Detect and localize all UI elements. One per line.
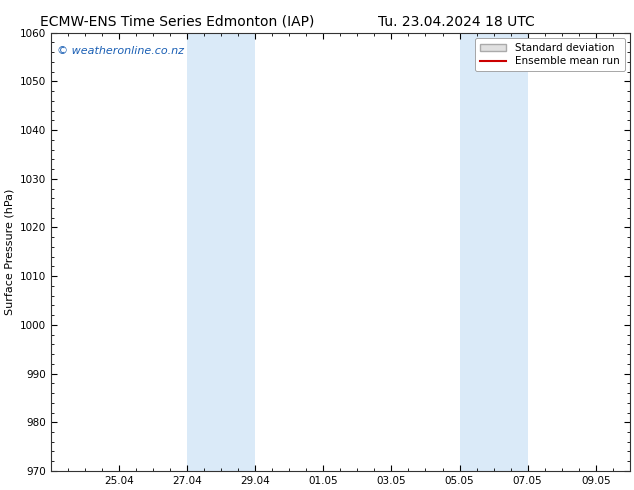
Y-axis label: Surface Pressure (hPa): Surface Pressure (hPa) — [4, 189, 14, 315]
Bar — [460, 33, 527, 471]
Text: ECMW-ENS Time Series Edmonton (IAP): ECMW-ENS Time Series Edmonton (IAP) — [41, 15, 314, 29]
Legend: Standard deviation, Ensemble mean run: Standard deviation, Ensemble mean run — [475, 38, 624, 72]
Text: Tu. 23.04.2024 18 UTC: Tu. 23.04.2024 18 UTC — [378, 15, 535, 29]
Bar — [187, 33, 256, 471]
Text: © weatheronline.co.nz: © weatheronline.co.nz — [56, 46, 184, 56]
